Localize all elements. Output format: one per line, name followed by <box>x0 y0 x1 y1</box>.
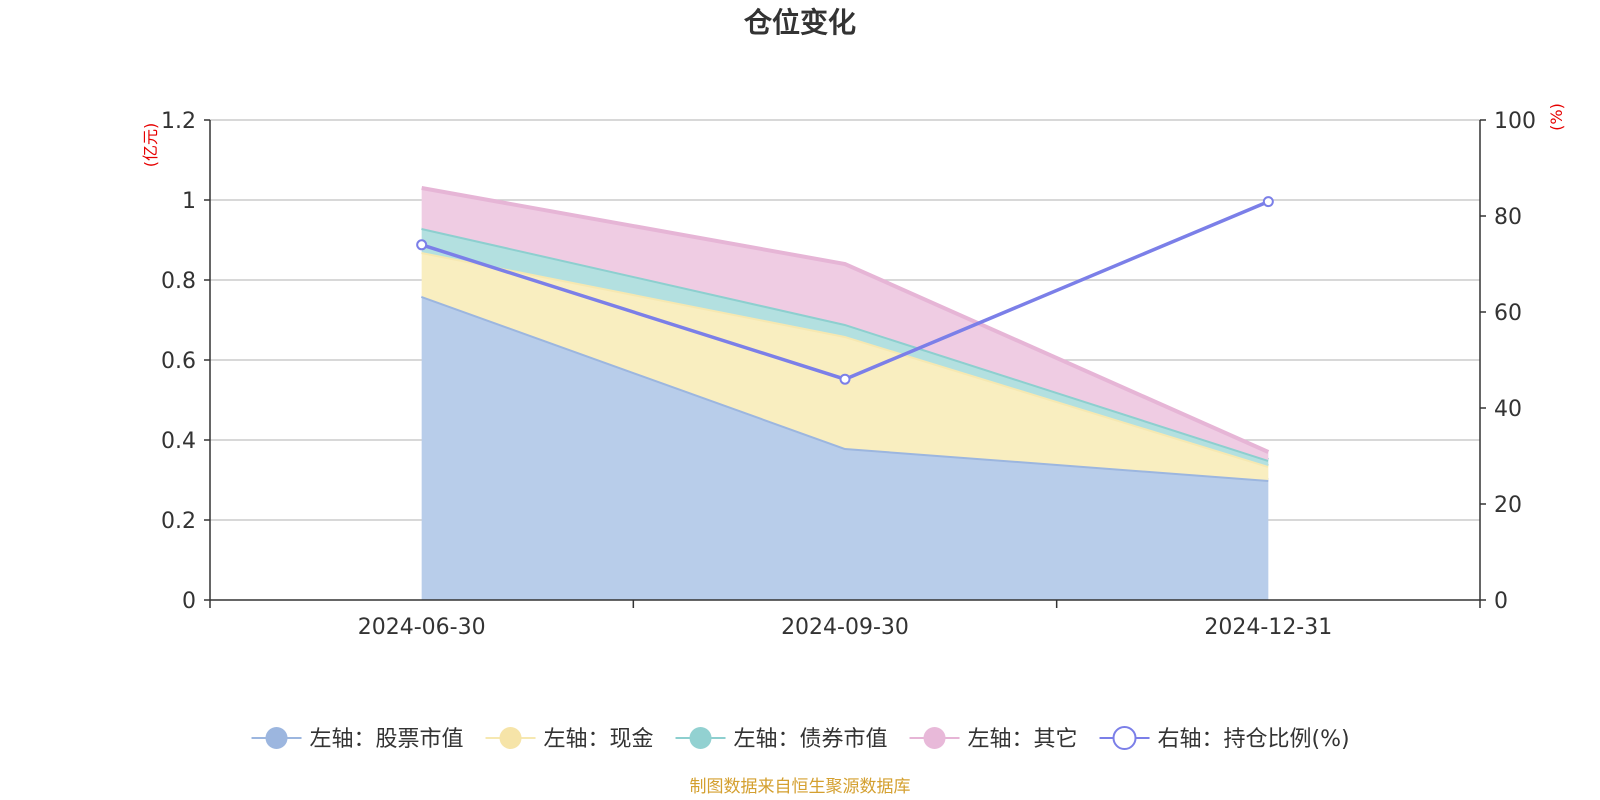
left-axis-unit: (亿元) <box>141 123 160 168</box>
legend: 左轴：股票市值 左轴：现金 左轴：债券市值 左轴：其它 右轴：持仓比例(%) <box>251 726 1350 752</box>
area-edge-其它 <box>421 186 1270 454</box>
legend-item[interactable]: 右轴：持仓比例(%) <box>1099 726 1350 752</box>
legend-item[interactable]: 左轴：现金 <box>485 727 654 752</box>
x-tick-label: 2024-09-30 <box>781 615 909 640</box>
legend-label: 左轴：债券市值 <box>734 727 888 752</box>
area-其它 <box>421 188 1269 460</box>
left-tick-label: 0 <box>182 589 196 614</box>
left-tick-label: 0.8 <box>161 269 196 294</box>
legend-label: 左轴：现金 <box>544 727 654 752</box>
legend-marker <box>499 727 522 749</box>
legend-marker <box>689 727 712 749</box>
legend-label: 左轴：股票市值 <box>310 727 464 752</box>
left-tick-label: 1.2 <box>161 109 196 134</box>
right-tick-label: 80 <box>1494 205 1522 230</box>
ratio-line-series <box>416 196 1274 385</box>
left-tick-label: 0.4 <box>161 429 196 454</box>
right-axis-unit: (%) <box>1547 103 1566 131</box>
left-tick-label: 0.2 <box>161 509 196 534</box>
left-tick-label: 1 <box>182 189 196 214</box>
chart-title: 仓位变化 <box>744 6 856 39</box>
right-tick-label: 40 <box>1494 397 1522 422</box>
x-tick-label: 2024-06-30 <box>358 615 486 640</box>
legend-marker <box>265 727 288 749</box>
stacked-areas <box>420 186 1270 600</box>
source-note: 制图数据来自恒生聚源数据库 <box>690 777 911 797</box>
legend-label: 左轴：其它 <box>968 727 1078 752</box>
right-tick-label: 20 <box>1494 493 1522 518</box>
axes: 0 0.2 0.4 0.6 0.8 1 1.2 0 20 40 60 80 100 2024-06-30 2… <box>161 109 1536 640</box>
x-tick-label: 2024-12-31 <box>1204 615 1332 640</box>
legend-marker <box>923 727 946 749</box>
right-tick-label: 100 <box>1494 109 1536 134</box>
ratio-point <box>1262 196 1274 208</box>
legend-label: 右轴：持仓比例(%) <box>1158 727 1350 752</box>
ratio-point <box>839 373 851 385</box>
area-债券市值 <box>421 228 1269 466</box>
legend-item[interactable]: 左轴：其它 <box>909 727 1078 752</box>
left-tick-label: 0.6 <box>161 349 196 374</box>
right-tick-label: 0 <box>1494 589 1508 614</box>
right-tick-label: 60 <box>1494 301 1522 326</box>
legend-marker <box>1112 726 1137 750</box>
legend-item[interactable]: 左轴：债券市值 <box>675 727 888 752</box>
area-现金 <box>421 252 1269 480</box>
ratio-point <box>416 239 428 251</box>
legend-item[interactable]: 左轴：股票市值 <box>251 727 464 752</box>
